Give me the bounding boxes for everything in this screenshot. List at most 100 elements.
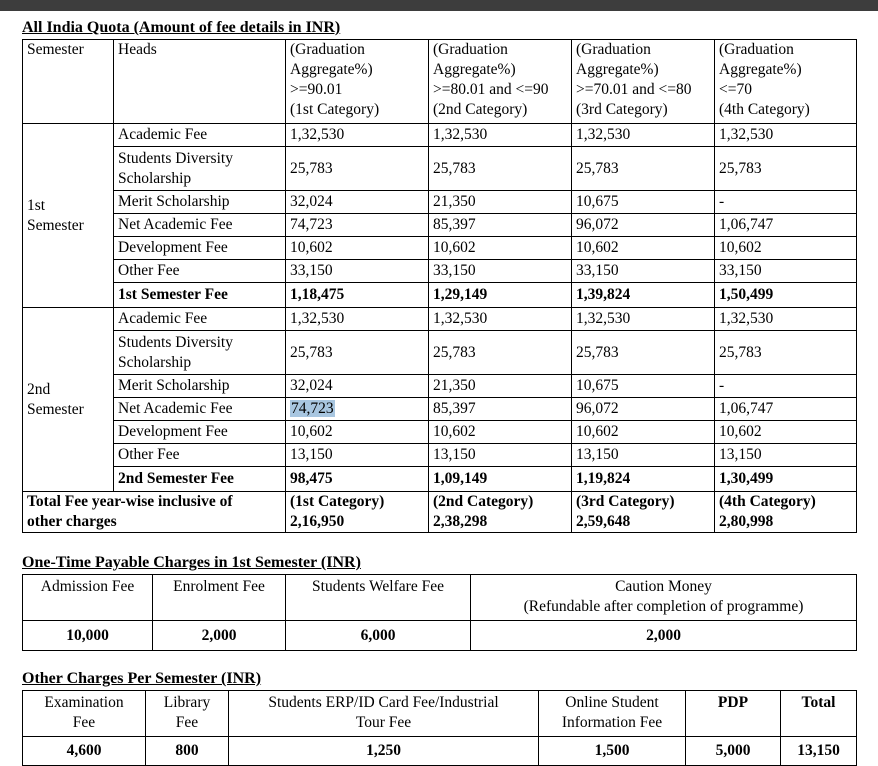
col-header-category-3: (Graduation Aggregate%) >=70.01 and <=80… — [571, 39, 715, 124]
onetime-header-enrolment: Enrolment Fee — [152, 574, 286, 621]
onetime-value-cell: 10,000 — [22, 620, 153, 651]
fee-row: Merit Scholarship 32,024 21,350 10,675 - — [23, 374, 857, 398]
semester-total-row: 1st Semester Fee 1,18,475 1,29,149 1,39,… — [23, 282, 857, 308]
fee-value-cell: 25,783 — [428, 330, 572, 375]
fee-value-cell: 1,32,530 — [285, 307, 429, 331]
fee-value-cell: - — [714, 190, 857, 214]
fee-value-cell: 25,783 — [714, 146, 857, 191]
grand-total-value-cell: (3rd Category) 2,59,648 — [571, 491, 715, 533]
document-content: All India Quota (Amount of fee details i… — [0, 11, 878, 766]
fee-value-cell: 1,50,499 — [714, 282, 857, 308]
fee-value-cell: 10,602 — [285, 420, 429, 444]
other-value-cell: 13,150 — [780, 736, 857, 766]
fee-head-cell: Other Fee — [113, 259, 286, 283]
fee-value-cell: 25,783 — [571, 146, 715, 191]
fee-value-cell: 10,602 — [285, 236, 429, 260]
fee-value-cell: 10,602 — [428, 236, 572, 260]
other-header-pdp: PDP — [685, 690, 781, 737]
grand-total-label-cell: Total Fee year-wise inclusive of other c… — [22, 491, 286, 533]
semester-label-cell: 2nd Semester — [22, 307, 114, 492]
fee-value-cell: 74,723 — [285, 213, 429, 237]
fee-value-cell: 1,39,824 — [571, 282, 715, 308]
onetime-value-row: 10,000 2,000 6,000 2,000 — [22, 620, 857, 651]
fee-table-header-row: Semester Heads (Graduation Aggregate%) >… — [22, 39, 857, 124]
fee-value-cell: 32,024 — [285, 190, 429, 214]
onetime-table: Admission Fee Enrolment Fee Students Wel… — [22, 574, 857, 651]
fee-value-cell: 1,29,149 — [428, 282, 572, 308]
onetime-value-cell: 2,000 — [470, 620, 857, 651]
col-header-heads: Heads — [113, 39, 286, 124]
onetime-value-cell: 2,000 — [152, 620, 286, 651]
fee-row: Merit Scholarship 32,024 21,350 10,675 - — [23, 190, 857, 214]
other-header-total: Total — [780, 690, 857, 737]
fee-value-cell: 33,150 — [714, 259, 857, 283]
fee-value-cell: 10,675 — [571, 190, 715, 214]
fee-value-cell: 85,397 — [428, 397, 572, 421]
fee-value-cell: 1,32,530 — [571, 123, 715, 147]
grand-total-value-cell: (2nd Category) 2,38,298 — [428, 491, 572, 533]
fee-row: Students Diversity Scholarship 25,783 25… — [23, 146, 857, 191]
fee-value-cell: 10,602 — [714, 236, 857, 260]
fee-value-cell: 13,150 — [571, 443, 715, 467]
fee-value-cell: 32,024 — [285, 374, 429, 398]
fee-row: Other Fee 33,150 33,150 33,150 33,150 — [23, 259, 857, 283]
fee-value-cell: 1,19,824 — [571, 466, 715, 492]
fee-value-cell: 1,18,475 — [285, 282, 429, 308]
fee-value-cell: 21,350 — [428, 190, 572, 214]
fee-value-cell: 85,397 — [428, 213, 572, 237]
other-table-title: Other Charges Per Semester (INR) — [22, 670, 262, 687]
semester-total-row: 2nd Semester Fee 98,475 1,09,149 1,19,82… — [23, 466, 857, 492]
fee-head-cell: Other Fee — [113, 443, 286, 467]
fee-table-title: All India Quota (Amount of fee details i… — [22, 19, 341, 36]
col-header-category-4: (Graduation Aggregate%) <=70 (4th Catego… — [714, 39, 857, 124]
top-bar — [0, 0, 878, 11]
grand-total-value-cell: (1st Category) 2,16,950 — [285, 491, 429, 533]
fee-head-cell: Academic Fee — [113, 307, 286, 331]
other-value-cell: 5,000 — [685, 736, 781, 766]
onetime-table-title: One-Time Payable Charges in 1st Semester… — [22, 554, 361, 571]
fee-row: Other Fee 13,150 13,150 13,150 13,150 — [23, 443, 857, 467]
fee-head-cell: 1st Semester Fee — [113, 282, 286, 308]
fee-value-cell: 1,32,530 — [285, 123, 429, 147]
col-header-semester: Semester — [22, 39, 114, 124]
fee-value-cell: 33,150 — [285, 259, 429, 283]
fee-head-cell: Academic Fee — [113, 123, 286, 147]
fee-row: Students Diversity Scholarship 25,783 25… — [23, 330, 857, 375]
fee-value-cell: 1,09,149 — [428, 466, 572, 492]
fee-value-cell: 74,723 — [285, 397, 429, 421]
other-header-examination: Examination Fee — [22, 690, 146, 737]
selection-highlight: 74,723 — [290, 400, 335, 417]
fee-value-cell: 1,32,530 — [428, 123, 572, 147]
onetime-header-row: Admission Fee Enrolment Fee Students Wel… — [22, 574, 857, 621]
fee-value-cell: 96,072 — [571, 397, 715, 421]
fee-value-cell: 10,602 — [714, 420, 857, 444]
grand-total-value-cell: (4th Category) 2,80,998 — [714, 491, 857, 533]
other-value-cell: 4,600 — [22, 736, 146, 766]
onetime-header-admission: Admission Fee — [22, 574, 153, 621]
fee-value-cell: 98,475 — [285, 466, 429, 492]
other-value-cell: 1,500 — [538, 736, 686, 766]
fee-value-cell: 10,675 — [571, 374, 715, 398]
fee-head-cell: Merit Scholarship — [113, 374, 286, 398]
fee-value-cell: 25,783 — [285, 146, 429, 191]
fee-value-cell: 1,32,530 — [714, 307, 857, 331]
onetime-header-welfare: Students Welfare Fee — [285, 574, 471, 621]
other-value-cell: 800 — [145, 736, 229, 766]
fee-value-cell: - — [714, 374, 857, 398]
fee-value-cell: 96,072 — [571, 213, 715, 237]
fee-value-cell: 10,602 — [571, 236, 715, 260]
fee-value-cell: 33,150 — [428, 259, 572, 283]
fee-head-cell: Development Fee — [113, 420, 286, 444]
fee-head-cell: 2nd Semester Fee — [113, 466, 286, 492]
grand-total-row: Total Fee year-wise inclusive of other c… — [22, 491, 857, 533]
onetime-header-caution: Caution Money (Refundable after completi… — [470, 574, 857, 621]
fee-head-cell: Development Fee — [113, 236, 286, 260]
other-charges-table: Examination Fee Library Fee Students ERP… — [22, 690, 857, 766]
fee-value-cell: 10,602 — [571, 420, 715, 444]
fee-row: 2nd Semester Academic Fee 1,32,530 1,32,… — [22, 307, 857, 492]
fee-value-cell: 10,602 — [428, 420, 572, 444]
fee-value-cell: 33,150 — [571, 259, 715, 283]
col-header-category-2: (Graduation Aggregate%) >=80.01 and <=90… — [428, 39, 572, 124]
fee-value-cell: 1,32,530 — [714, 123, 857, 147]
fee-head-cell: Students Diversity Scholarship — [113, 330, 286, 375]
